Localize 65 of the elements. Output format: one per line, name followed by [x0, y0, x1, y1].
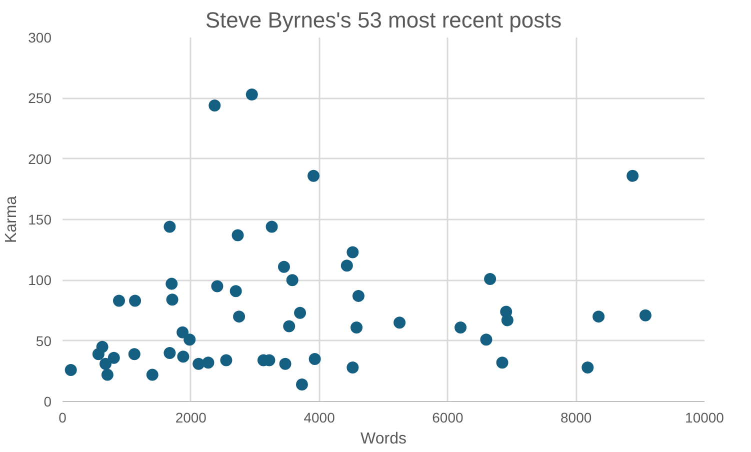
point: [164, 346, 176, 359]
point: [128, 348, 140, 360]
point: [484, 272, 496, 285]
point: [101, 368, 114, 381]
point: [112, 294, 125, 307]
point: [266, 220, 278, 233]
point: [352, 290, 364, 302]
point: [164, 220, 176, 233]
y-tick-label: 0: [44, 394, 52, 410]
point: [208, 99, 221, 112]
point: [308, 353, 321, 366]
point: [211, 280, 224, 292]
point: [350, 322, 363, 334]
x-axis-title: Words: [360, 430, 406, 448]
point: [294, 306, 306, 319]
point: [108, 352, 120, 364]
point: [592, 310, 605, 323]
point: [230, 285, 242, 298]
y-tick-label: 50: [36, 332, 52, 349]
point: [346, 362, 359, 374]
y-tick-label: 250: [28, 90, 52, 106]
x-tick-label: 8000: [560, 410, 592, 426]
point: [220, 354, 232, 366]
y-tick-label: 300: [28, 30, 52, 46]
point: [394, 316, 406, 329]
x-tick-label: 2000: [175, 410, 207, 426]
point: [166, 278, 178, 290]
y-tick-label: 200: [28, 150, 52, 167]
point: [639, 309, 652, 322]
point: [146, 368, 158, 381]
point: [279, 358, 292, 370]
point: [346, 246, 359, 258]
point: [232, 229, 244, 242]
x-tick-label: 0: [58, 410, 67, 426]
point: [286, 274, 298, 286]
point: [177, 350, 190, 363]
point: [176, 326, 189, 338]
point: [496, 356, 508, 369]
point: [626, 170, 639, 182]
point: [184, 334, 196, 346]
point: [340, 260, 353, 272]
point: [64, 364, 77, 376]
point: [96, 340, 108, 353]
point: [283, 320, 296, 332]
point: [192, 358, 205, 370]
point: [166, 294, 178, 306]
x-tick-label: 10000: [685, 410, 724, 426]
y-tick-label: 100: [28, 272, 52, 288]
point: [202, 356, 214, 369]
point: [480, 334, 492, 346]
x-tick-label: 4000: [304, 410, 336, 426]
point: [296, 378, 308, 390]
point: [454, 322, 467, 334]
point: [246, 88, 258, 101]
point: [278, 260, 290, 273]
y-axis-title: Karma: [3, 196, 20, 244]
point: [308, 170, 320, 182]
point: [100, 358, 112, 370]
y-tick-label: 150: [28, 212, 52, 228]
point: [582, 362, 594, 374]
point: [129, 294, 142, 307]
chart-title: Steve Byrnes's 53 most recent posts: [205, 8, 562, 32]
x-tick-label: 6000: [432, 410, 464, 426]
point: [233, 310, 246, 323]
point: [501, 314, 514, 326]
